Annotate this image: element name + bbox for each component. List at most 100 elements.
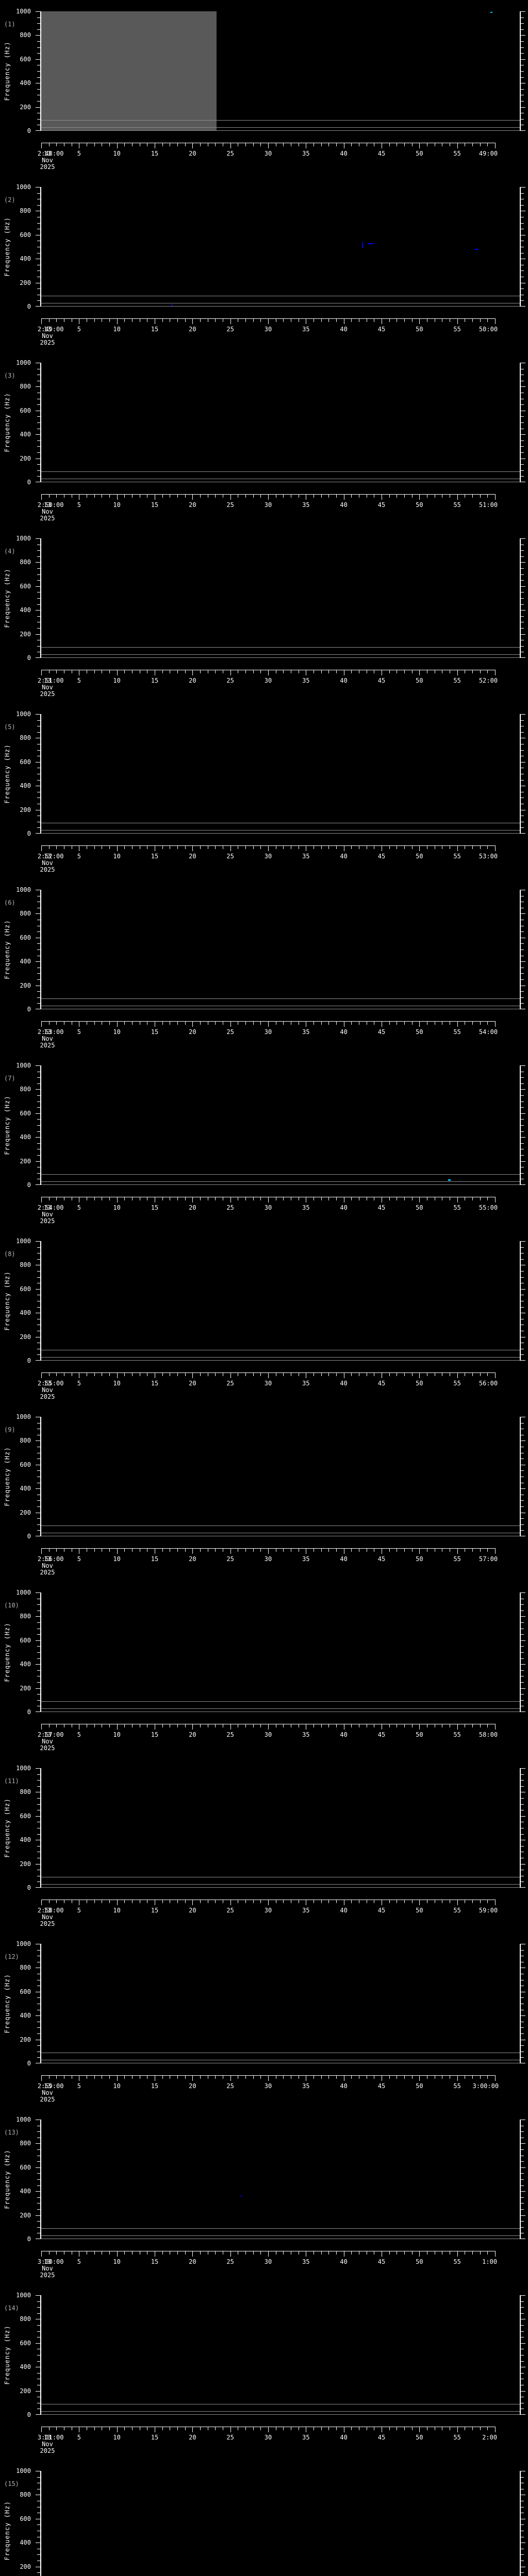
x-axis-minor-tick — [109, 1724, 110, 1727]
x-axis-major-tick — [268, 1724, 269, 1730]
chart-panel: (1) Frequency (Hz) 0 200 400 600 800 1000 2:48:0… — [0, 0, 528, 176]
baseline-guide-line — [41, 2414, 520, 2415]
y-axis-minor-tick — [37, 1125, 40, 1126]
x-axis-tick-label: 5 — [77, 1028, 81, 1036]
x-axis-major-tick — [268, 1021, 269, 1027]
x-axis-tick-label: 25 — [226, 677, 234, 684]
x-axis-tick-label: 5 — [77, 2434, 81, 2441]
x-axis-minor-tick — [185, 1724, 186, 1727]
x-axis-major-tick — [41, 2251, 42, 2257]
y-axis-minor-tick — [37, 1143, 40, 1144]
x-axis-major-tick — [230, 2075, 231, 2081]
y-axis-spine-right — [520, 2120, 521, 2239]
date-line: 13 — [43, 326, 52, 333]
plot-area: 0 200 400 600 800 1000 — [16, 2116, 525, 2243]
y-axis-minor-tick — [37, 574, 40, 575]
y-axis-minor-tick — [37, 2203, 40, 2204]
x-axis-start-time-label: 3:00:00 — [37, 2258, 64, 2265]
y-axis-major-tick — [36, 1184, 40, 1185]
x-axis-minor-tick — [215, 1900, 216, 1903]
x-axis-tick-label: 45 — [377, 1907, 386, 1914]
x-axis-minor-tick — [480, 1724, 481, 1727]
x-axis-minor-tick — [124, 2427, 125, 2430]
y-axis-minor-tick-right — [521, 2554, 524, 2555]
x-axis-minor-tick — [260, 670, 261, 673]
date-line: 2025 — [40, 163, 55, 171]
y-axis-minor-tick — [37, 973, 40, 974]
x-axis-minor-tick — [487, 2427, 488, 2430]
y-axis-spine-left — [40, 1592, 41, 1712]
y-axis-minor-tick-right — [521, 1804, 524, 1805]
y-axis-minor-tick-right — [521, 568, 524, 569]
y-axis-minor-tick-right — [521, 440, 524, 441]
x-axis-minor-tick — [56, 2075, 57, 2079]
date-line: 2025 — [40, 339, 55, 346]
x-axis-tick-label: 55 — [453, 2082, 461, 2090]
x-axis-minor-tick — [336, 1548, 337, 1552]
x-axis-tick-label: 15 — [151, 501, 159, 509]
y-axis-minor-tick — [37, 1798, 40, 1799]
y-axis-tick-label: 0 — [27, 1006, 31, 1013]
x-axis-minor-tick — [328, 845, 329, 849]
y-axis-major-tick-right — [521, 2167, 525, 2168]
x-axis-end-time-label: 57:00 — [478, 1555, 498, 1563]
x-axis-minor-tick — [162, 2075, 163, 2079]
x-axis-minor-tick — [404, 318, 405, 322]
y-axis-minor-tick-right — [521, 1786, 524, 1787]
x-axis-tick-label: 35 — [302, 677, 310, 684]
x-axis-minor-tick — [283, 2251, 284, 2255]
y-axis-minor-tick-right — [521, 1997, 524, 1998]
y-axis-tick-label: 0 — [27, 1357, 31, 1364]
x-axis-end-time-label: 53:00 — [478, 853, 498, 860]
y-axis-major-tick — [36, 1065, 40, 1066]
x-axis-tick-label: 55 — [453, 1731, 461, 1738]
x-axis-major-tick — [117, 2427, 118, 2432]
y-axis-minor-tick-right — [521, 446, 524, 447]
panel-number: (15) — [4, 2480, 19, 2487]
x-axis-minor-tick — [328, 1197, 329, 1200]
x-axis-minor-tick — [404, 1197, 405, 1200]
y-axis-tick-label: 400 — [20, 2363, 31, 2371]
x-axis-tick-label: 15 — [151, 326, 159, 333]
y-axis-tick-label: 600 — [20, 55, 31, 63]
x-axis-major-tick — [117, 143, 118, 148]
y-axis-major-tick-right — [521, 35, 525, 36]
x-axis-major-tick — [41, 143, 42, 148]
x-axis-minor-tick — [48, 2075, 50, 2079]
x-axis-minor-tick — [177, 845, 178, 849]
x-axis-minor-tick — [480, 845, 481, 849]
y-axis-minor-tick-right — [521, 2307, 524, 2308]
y-axis-minor-tick-right — [521, 2313, 524, 2314]
y-axis-title: Frequency (Hz) — [4, 1622, 11, 1682]
x-axis-minor-tick — [260, 845, 261, 849]
y-axis-minor-tick-right — [521, 1143, 524, 1144]
x-axis-major-tick — [268, 2251, 269, 2257]
x-axis-major-tick — [117, 494, 118, 500]
x-axis-minor-tick — [487, 2251, 488, 2255]
x-axis-minor-tick — [48, 1548, 50, 1552]
x-axis-minor-tick — [245, 318, 246, 322]
x-axis-end-time-label: 52:00 — [478, 677, 498, 684]
plot-area: 0 200 400 600 800 1000 — [16, 2292, 525, 2418]
y-axis-major-tick-right — [521, 634, 525, 635]
y-axis-minor-tick — [37, 1003, 40, 1004]
x-axis-minor-tick — [253, 143, 254, 146]
x-axis-minor-tick — [48, 318, 50, 322]
x-axis-tick-label: 25 — [226, 853, 234, 860]
x-axis-tick-label: 30 — [264, 1907, 272, 1914]
x-axis-minor-tick — [200, 2251, 201, 2255]
x-axis-major-tick — [117, 2251, 118, 2257]
x-axis-minor-tick — [245, 2427, 246, 2430]
y-axis-minor-tick-right — [521, 2227, 524, 2228]
x-axis-minor-tick — [472, 2427, 473, 2430]
x-axis-minor-tick — [487, 1372, 488, 1376]
x-axis-major-tick — [268, 143, 269, 148]
x-axis-minor-tick — [321, 845, 322, 849]
x-axis-tick-label: 15 — [151, 1555, 159, 1563]
x-axis-major-tick — [457, 1021, 458, 1027]
x-axis-major-tick — [495, 1900, 496, 1905]
y-axis-minor-tick — [37, 2033, 40, 2034]
y-axis-major-tick-right — [521, 2414, 525, 2415]
y-axis-minor-tick — [37, 77, 40, 78]
x-axis-minor-tick — [253, 494, 254, 498]
